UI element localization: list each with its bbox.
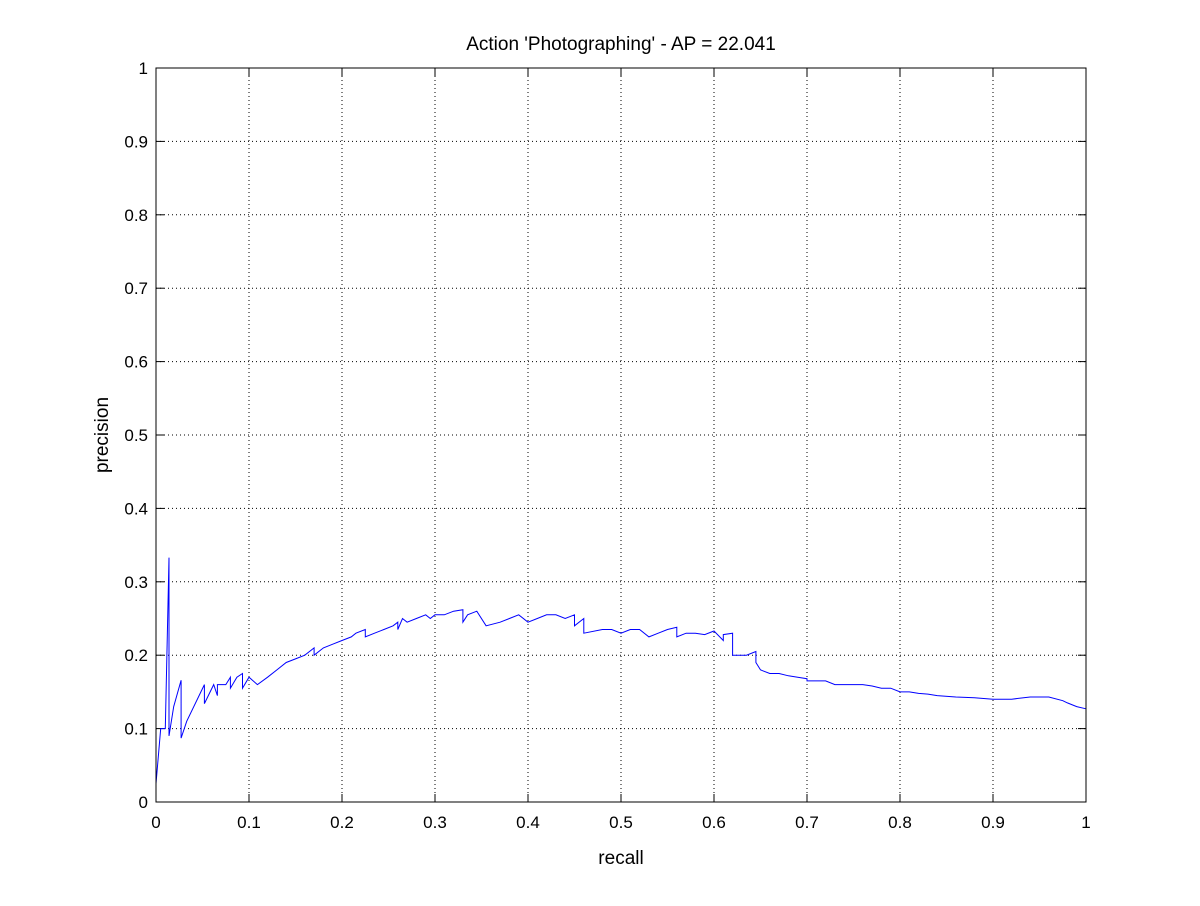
chart-title: Action 'Photographing' - AP = 22.041 xyxy=(466,34,776,55)
x-tick-label: 0.8 xyxy=(888,813,912,832)
y-tick-label: 0.3 xyxy=(124,573,148,592)
y-tick-label: 0.9 xyxy=(124,132,148,151)
x-axis-label: recall xyxy=(598,848,643,869)
y-tick-label: 0.1 xyxy=(124,720,148,739)
y-axis-label: precision xyxy=(92,397,113,473)
x-tick-label: 0.9 xyxy=(981,813,1005,832)
x-tick-label: 0.6 xyxy=(702,813,726,832)
y-tick-label: 0.7 xyxy=(124,279,148,298)
y-tick-label: 0.4 xyxy=(124,499,148,518)
grid xyxy=(156,68,1086,802)
series-group xyxy=(155,557,1087,784)
pr-curve-line xyxy=(155,557,1087,784)
x-tick-label: 0.3 xyxy=(423,813,447,832)
x-tick-label: 0.5 xyxy=(609,813,633,832)
y-tick-label: 0.8 xyxy=(124,206,148,225)
x-tick-label: 0.2 xyxy=(330,813,354,832)
y-tick-label: 0.2 xyxy=(124,646,148,665)
ticks: 0 0.1 0.2 0.3 0.4 0.5 0.6 0.7 0.8 0.9 1 0 0.1 0.2 0.3 0… xyxy=(124,59,1090,832)
x-tick-label: 0.7 xyxy=(795,813,819,832)
x-tick-label: 0.4 xyxy=(516,813,540,832)
x-tick-label: 0 xyxy=(151,813,160,832)
y-tick-label: 0 xyxy=(139,793,148,812)
x-tick-label: 0.1 xyxy=(237,813,261,832)
x-tick-label: 1 xyxy=(1081,813,1090,832)
y-tick-label: 1 xyxy=(139,59,148,78)
axes-box xyxy=(155,67,1087,803)
y-tick-label: 0.6 xyxy=(124,353,148,372)
y-tick-label: 0.5 xyxy=(124,426,148,445)
